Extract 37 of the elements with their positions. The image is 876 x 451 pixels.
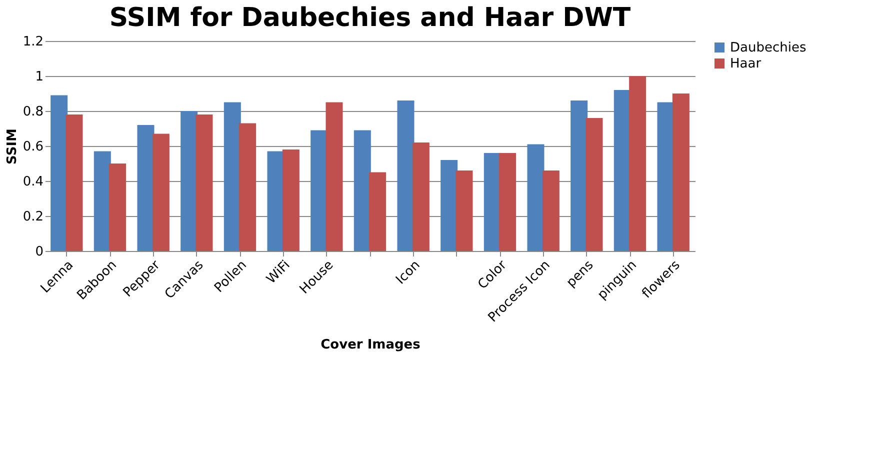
bar: [456, 170, 473, 251]
bar: [412, 142, 430, 251]
y-tick-label: 0.4: [22, 174, 44, 190]
bar: [440, 160, 458, 251]
y-tick-label: 0.8: [22, 104, 44, 120]
bar: [180, 111, 198, 251]
bar: [50, 95, 68, 251]
bar: [542, 170, 560, 251]
bar: [196, 114, 213, 251]
bar: [369, 172, 386, 251]
y-tick-label: 0.6: [22, 140, 44, 154]
bar: [282, 150, 300, 251]
x-tick-label: Icon: [393, 258, 424, 288]
bar: [586, 118, 603, 251]
bar: [152, 134, 170, 251]
bar: [239, 123, 256, 251]
bar: [570, 100, 588, 251]
y-tick-label: 1.2: [22, 34, 44, 50]
chart-title: SSIM for Daubechies and Haar DWT: [109, 3, 631, 33]
legend-label: Daubechies: [730, 40, 806, 56]
x-axis-title: Cover Images: [320, 338, 421, 353]
bar: [499, 153, 516, 251]
bar: [310, 130, 328, 251]
bar: [527, 144, 544, 251]
bar: [672, 94, 690, 251]
bar: [66, 114, 83, 251]
y-tick-label: 1: [35, 70, 44, 84]
y-axis-title: SSIM: [4, 128, 20, 164]
bar: [326, 102, 343, 251]
bar: [629, 76, 646, 251]
bar: [109, 164, 126, 251]
legend-label: Haar: [730, 56, 762, 72]
bar: [224, 102, 241, 251]
y-tick-label: 0: [35, 244, 44, 260]
y-tick-label: 0.2: [22, 210, 44, 224]
bar: [397, 100, 414, 251]
bar: [354, 130, 371, 251]
